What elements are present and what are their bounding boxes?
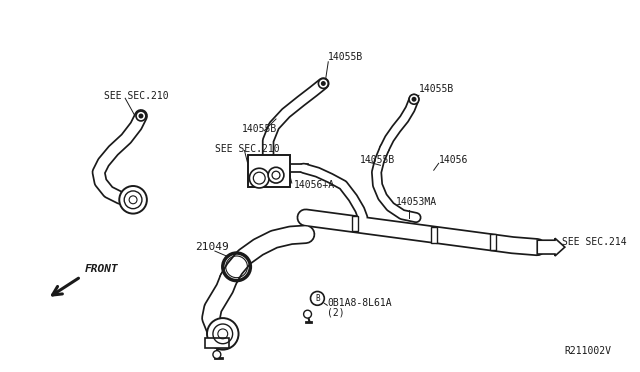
- Text: 14055B: 14055B: [328, 52, 364, 62]
- Text: (2): (2): [327, 307, 345, 317]
- FancyArrow shape: [537, 238, 565, 256]
- Bar: [490, 234, 496, 250]
- Text: SEE SEC.214: SEE SEC.214: [562, 237, 627, 247]
- Text: 0B1A8-8L61A: 0B1A8-8L61A: [327, 298, 392, 308]
- Circle shape: [207, 318, 239, 350]
- Text: 14055B: 14055B: [419, 84, 454, 94]
- Bar: [352, 215, 358, 231]
- Circle shape: [138, 113, 143, 118]
- Circle shape: [318, 78, 328, 89]
- Text: FRONT: FRONT: [84, 264, 118, 274]
- Circle shape: [412, 97, 417, 102]
- Circle shape: [310, 292, 324, 305]
- Bar: [248, 155, 290, 187]
- Circle shape: [250, 168, 269, 188]
- Text: SEE SEC.210: SEE SEC.210: [215, 144, 280, 154]
- Text: R211002V: R211002V: [564, 346, 611, 356]
- Text: SEE SEC.210: SEE SEC.210: [104, 91, 168, 101]
- Text: 14056: 14056: [438, 155, 468, 166]
- Circle shape: [268, 167, 284, 183]
- Circle shape: [213, 351, 221, 359]
- Text: B: B: [315, 294, 320, 303]
- Text: 14055B: 14055B: [241, 124, 276, 134]
- Circle shape: [119, 186, 147, 214]
- Text: 14055B: 14055B: [360, 155, 395, 166]
- Text: 14053MA: 14053MA: [396, 197, 437, 207]
- Circle shape: [303, 310, 312, 318]
- Bar: [205, 338, 228, 348]
- Circle shape: [321, 81, 326, 86]
- Text: 14056+A: 14056+A: [294, 180, 335, 190]
- Bar: [431, 227, 436, 243]
- Circle shape: [409, 94, 419, 104]
- Text: 21049: 21049: [195, 242, 229, 252]
- Circle shape: [136, 111, 146, 121]
